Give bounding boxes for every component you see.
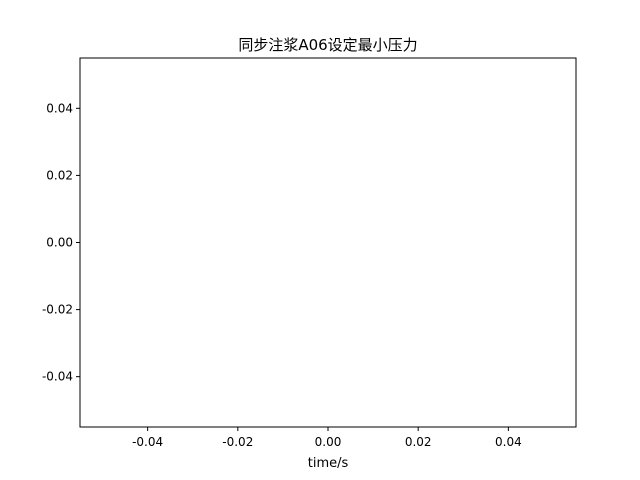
y-tick-label: -0.02 bbox=[42, 303, 73, 317]
y-tick-label: 0.00 bbox=[46, 236, 73, 250]
x-tick-label: 0.04 bbox=[495, 435, 522, 449]
y-tick-label: 0.02 bbox=[46, 168, 73, 182]
x-tick-label: 0.00 bbox=[315, 435, 342, 449]
x-axis-label: time/s bbox=[308, 456, 349, 471]
y-axis-ticks: 0.04 0.02 0.00 -0.02 -0.04 bbox=[42, 101, 80, 384]
x-tick-label: 0.02 bbox=[405, 435, 432, 449]
y-tick-label: 0.04 bbox=[46, 101, 73, 115]
x-tick-label: -0.02 bbox=[222, 435, 253, 449]
plot-area bbox=[79, 57, 577, 428]
x-tick-label: -0.04 bbox=[132, 435, 163, 449]
chart-title: 同步注浆A06设定最小压力 bbox=[238, 36, 417, 54]
x-axis-ticks: -0.04 -0.02 0.00 0.02 0.04 bbox=[132, 427, 522, 449]
y-tick-label: -0.04 bbox=[42, 370, 73, 384]
